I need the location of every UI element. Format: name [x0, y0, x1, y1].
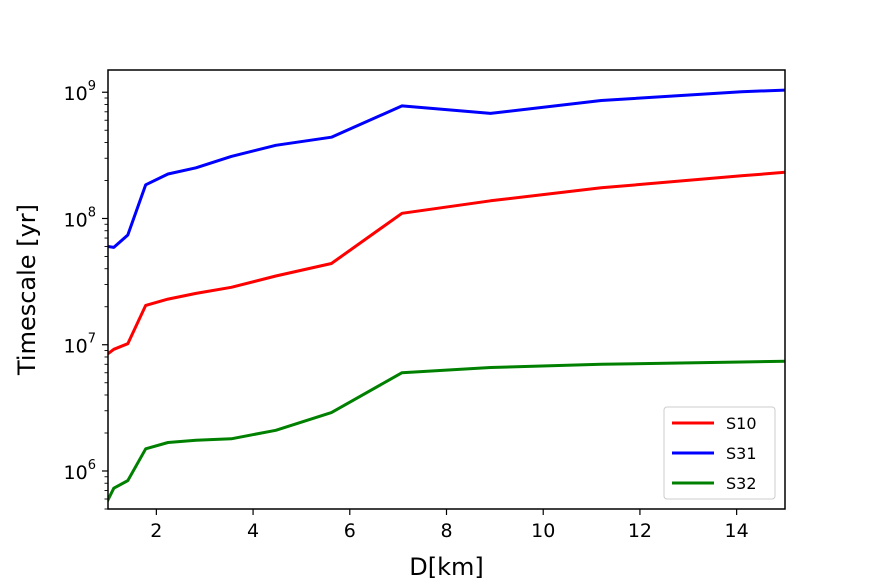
x-axis-ticks: 2 4 6 8 10 12 14 — [150, 509, 749, 542]
y-tick-label: 108 — [64, 205, 96, 231]
x-tick-label: 10 — [531, 520, 555, 542]
x-axis-label: D[km] — [409, 553, 483, 581]
legend-label-s31: S31 — [726, 444, 757, 463]
x-tick-label: 4 — [247, 520, 259, 542]
x-tick-label: 14 — [725, 520, 749, 542]
series-line-s10 — [108, 170, 785, 356]
y-tick-label: 106 — [64, 458, 96, 484]
x-tick-label: 12 — [628, 520, 652, 542]
series-line-s31 — [108, 88, 785, 249]
legend-label-s10: S10 — [726, 414, 757, 433]
plot-lines — [108, 88, 785, 502]
legend: S10 S31 S32 — [663, 406, 776, 500]
x-tick-label: 6 — [344, 520, 356, 542]
x-tick-label: 2 — [150, 520, 162, 542]
x-tick-label: 8 — [440, 520, 452, 542]
y-tick-label: 109 — [64, 79, 96, 105]
y-tick-label: 107 — [64, 332, 96, 358]
legend-label-s32: S32 — [726, 474, 757, 493]
y-axis-ticks: 106 107 108 109 — [64, 79, 108, 510]
series-line-s32 — [108, 359, 785, 502]
legend-box — [663, 406, 776, 500]
y-axis-label: Timescale [yr] — [13, 204, 41, 376]
